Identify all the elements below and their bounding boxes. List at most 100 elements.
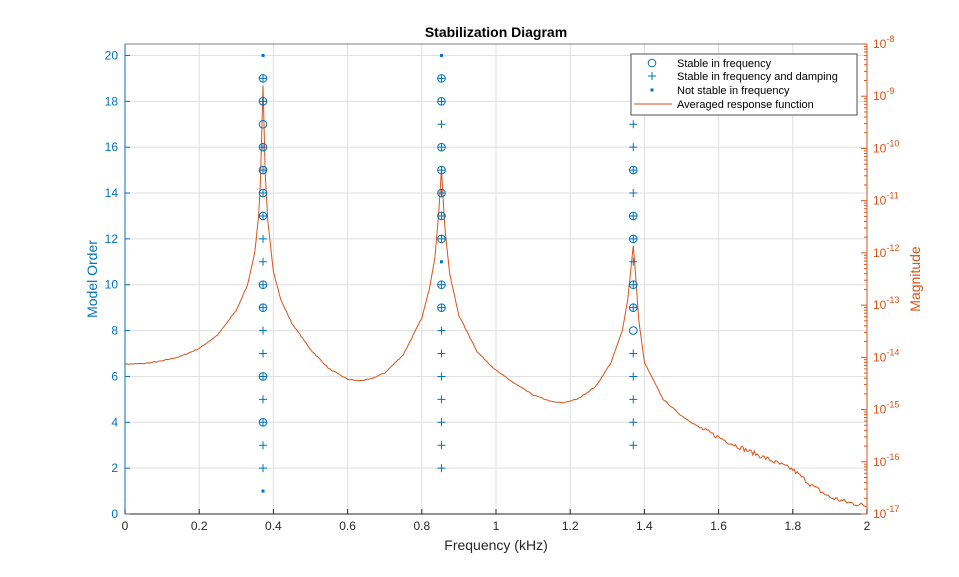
stable-frequency-damping-marker <box>629 441 638 450</box>
stable-frequency-damping-marker <box>629 280 638 289</box>
response-function-line <box>124 85 868 508</box>
stable-frequency-damping-marker <box>437 326 446 335</box>
legend-plus-marker-icon <box>648 72 656 80</box>
x-tick-label: 1 <box>493 519 500 533</box>
stable-frequency-damping-marker <box>259 418 268 427</box>
stable-frequency-damping-marker <box>629 189 638 198</box>
stable-frequency-damping-marker <box>259 349 268 358</box>
stable-frequency-damping-marker <box>259 464 268 473</box>
y-tick-label: 8 <box>111 324 118 338</box>
y2-tick-label: 10-14 <box>873 347 899 364</box>
stable-frequency-damping-marker <box>259 326 268 335</box>
stable-frequency-damping-marker <box>437 372 446 381</box>
x-tick-label: 0.2 <box>191 519 208 533</box>
stable-frequency-damping-marker <box>437 143 446 152</box>
y-tick-label: 18 <box>105 94 119 108</box>
x-tick-label: 1.8 <box>784 519 801 533</box>
y-tick-label: 20 <box>105 48 119 62</box>
y2-tick-label: 10-9 <box>873 86 894 103</box>
stable-frequency-damping-marker <box>259 395 268 404</box>
y-tick-label: 4 <box>111 415 118 429</box>
stable-frequency-damping-marker <box>629 143 638 152</box>
stable-frequency-damping-marker <box>259 280 268 289</box>
legend-label-response-function: Averaged response function <box>677 99 814 111</box>
stable-frequency-damping-marker <box>437 74 446 83</box>
stable-frequency-damping-marker <box>437 189 446 198</box>
y-tick-label: 0 <box>111 507 118 521</box>
x-tick-label: 1.6 <box>710 519 727 533</box>
y-tick-label: 14 <box>105 186 119 200</box>
stable-frequency-damping-marker <box>437 211 446 220</box>
stable-frequency-damping-marker <box>629 211 638 220</box>
left-y-axis-label: Model Order <box>84 240 100 318</box>
stable-frequency-damping-marker <box>259 189 268 198</box>
not-stable-frequency-marker <box>439 53 443 57</box>
x-tick-label: 2 <box>864 519 871 533</box>
stable-frequency-damping-marker <box>437 395 446 404</box>
stable-frequency-damping-marker <box>259 303 268 312</box>
stable-frequency-damping-marker <box>629 395 638 404</box>
stable-frequency-damping-marker <box>259 372 268 381</box>
stable-frequency-damping-marker <box>437 418 446 427</box>
stable-frequency-damping-marker <box>259 166 268 175</box>
not-stable-frequency-marker <box>261 489 265 493</box>
y2-tick-label: 10-16 <box>873 452 899 469</box>
stable-frequency-damping-marker <box>437 464 446 473</box>
left-y-axis-ticks: 0 2 4 6 8 10 12 14 16 18 20 <box>105 48 130 521</box>
stable-frequency-damping-marker <box>437 303 446 312</box>
stable-frequency-damping-marker <box>437 349 446 358</box>
stable-frequency-marker <box>258 119 268 129</box>
legend-box <box>630 53 858 116</box>
stable-frequency-damping-marker <box>437 97 446 106</box>
stable-frequency-damping-marker <box>629 166 638 175</box>
stable-frequency-damping-marker <box>437 234 446 243</box>
x-tick-label: 0.8 <box>413 519 430 533</box>
y2-tick-label: 10-12 <box>873 243 899 260</box>
right-y-axis-ticks: 10-17 10-16 10-15 10-14 10-13 10-12 10-11 10-10… <box>861 34 899 521</box>
x-tick-label: 0.4 <box>265 519 282 533</box>
y2-tick-label: 10-15 <box>873 400 899 417</box>
y-tick-label: 10 <box>105 278 119 292</box>
right-y-axis-label: Magnitude <box>907 246 923 312</box>
grid-lines <box>125 44 867 514</box>
y2-tick-label: 10-10 <box>873 138 899 155</box>
stable-frequency-damping-marker <box>629 257 638 266</box>
y2-tick-label: 10-8 <box>873 34 894 51</box>
stable-frequency-damping-marker <box>629 303 638 312</box>
stable-frequency-damping-marker <box>259 97 268 106</box>
stability-markers-layer <box>258 53 638 493</box>
x-tick-label: 1.4 <box>636 519 653 533</box>
x-axis-ticks: 0 0.2 0.4 0.6 0.8 1 1.2 1.4 1.6 1.8 2 <box>122 509 871 533</box>
x-tick-label: 0.6 <box>339 519 356 533</box>
y-tick-label: 12 <box>105 232 119 246</box>
stable-frequency-damping-marker <box>629 234 638 243</box>
stable-frequency-marker <box>628 326 638 335</box>
stable-frequency-damping-marker <box>259 257 268 266</box>
stable-frequency-damping-marker <box>259 234 268 243</box>
y2-tick-label: 10-17 <box>873 504 899 521</box>
x-tick-label: 0 <box>122 519 129 533</box>
legend-label-stable-frequency-damping: Stable in frequency and damping <box>677 71 838 83</box>
stable-frequency-damping-marker <box>629 120 638 129</box>
x-tick-label: 1.2 <box>562 519 579 533</box>
stable-frequency-damping-marker <box>629 418 638 427</box>
stable-frequency-damping-marker <box>629 349 638 358</box>
stable-frequency-damping-marker <box>437 441 446 450</box>
legend-circle-marker-icon <box>647 58 657 68</box>
stable-frequency-damping-marker <box>259 143 268 152</box>
response-curve-layer <box>124 85 868 508</box>
stable-frequency-damping-marker <box>437 280 446 289</box>
legend-label-stable-frequency: Stable in frequency <box>677 58 772 70</box>
y-tick-label: 6 <box>111 369 118 383</box>
stable-frequency-damping-marker <box>437 120 446 129</box>
x-axis-label: Frequency (kHz) <box>444 537 547 553</box>
legend: Stable in frequency Stable in frequency … <box>630 53 858 116</box>
y-tick-label: 16 <box>105 140 119 154</box>
y2-tick-label: 10-13 <box>873 295 899 312</box>
stable-frequency-damping-marker <box>437 166 446 175</box>
legend-dot-marker-icon <box>650 88 654 92</box>
stable-frequency-damping-marker <box>259 211 268 220</box>
chart-title: Stabilization Diagram <box>425 24 567 40</box>
legend-label-not-stable: Not stable in frequency <box>677 85 790 97</box>
